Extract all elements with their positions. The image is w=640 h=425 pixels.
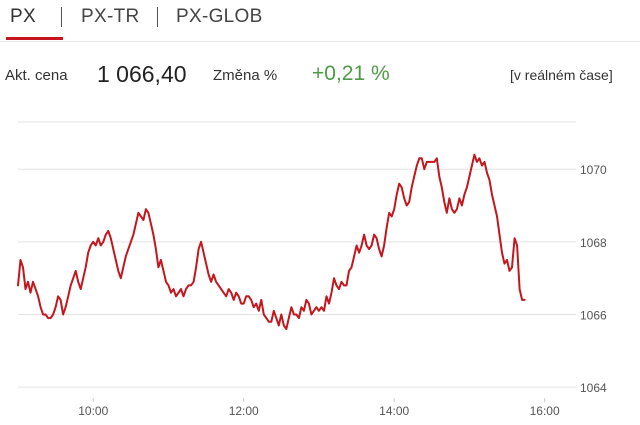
intraday-line-chart: 1070 1068 1066 1064 10:00 12:00 14:00 16:00 — [17, 121, 607, 418]
tab-separator — [157, 7, 158, 27]
quote-bar: Akt. cena 1 066,40 Změna % +0,21 % [v re… — [0, 58, 640, 90]
price-label: Akt. cena — [5, 67, 68, 84]
series-line — [17, 153, 526, 330]
y-tick-label: 1064 — [580, 381, 607, 395]
change-label: Změna % — [213, 67, 278, 84]
index-tabs: PX PX-TR PX-GLOB — [0, 0, 640, 42]
tabs-divider — [0, 41, 640, 42]
tab-px[interactable]: PX — [10, 6, 36, 27]
current-price: 1 066,40 — [97, 61, 187, 87]
y-tick-label: 1066 — [580, 308, 607, 322]
x-tick-label: 14:00 — [379, 404, 409, 418]
change-value: +0,21 % — [312, 62, 390, 85]
y-tick-label: 1068 — [580, 236, 607, 250]
x-tick-label: 10:00 — [78, 404, 108, 418]
tab-px-tr[interactable]: PX-TR — [81, 6, 140, 27]
tab-px-glob[interactable]: PX-GLOB — [176, 6, 263, 27]
x-tick-label: 12:00 — [229, 404, 259, 418]
tab-separator — [61, 7, 62, 27]
active-tab-indicator — [6, 37, 63, 40]
x-tick-label: 16:00 — [530, 404, 560, 418]
y-tick-label: 1070 — [580, 163, 607, 177]
realtime-indicator: [v reálném čase] — [510, 67, 613, 83]
